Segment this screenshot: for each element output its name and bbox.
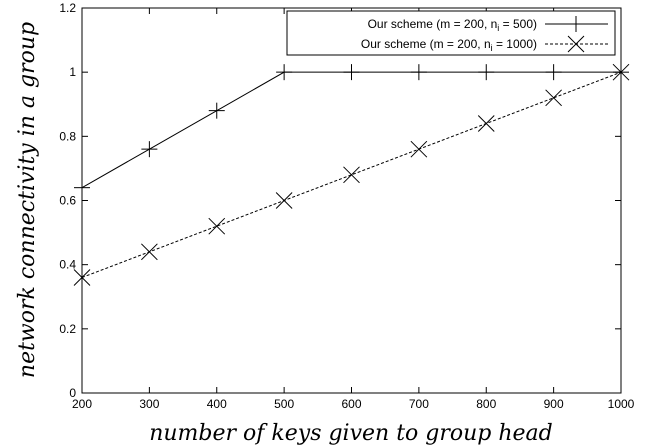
data-point <box>410 64 427 81</box>
data-point <box>612 63 630 81</box>
x-tick-label: 900 <box>544 397 564 411</box>
marker-d2 <box>275 192 293 209</box>
x-tick-label: 700 <box>409 397 429 411</box>
data-point <box>276 64 293 81</box>
x-tick-label: 600 <box>341 397 361 411</box>
legend: Our scheme (m = 200, ni = 500) Our scheme… <box>286 10 616 56</box>
data-point <box>343 166 360 184</box>
legend-marker <box>567 35 585 53</box>
y-tick-label: 0.6 <box>59 194 76 208</box>
legend-label: Our scheme (m = 200, ni = 1000) <box>361 37 537 53</box>
x-tick-label: 500 <box>274 397 294 411</box>
series-line <box>81 71 621 189</box>
series-layer <box>73 63 630 286</box>
marker-d2 <box>208 217 226 235</box>
x-tick-label: 400 <box>207 397 227 411</box>
y-tick-label: 0.4 <box>59 258 76 272</box>
series-2 <box>73 63 630 286</box>
data-point <box>545 64 562 81</box>
x-axis-label: number of keys given to group head <box>149 421 553 446</box>
marker-d2 <box>545 89 562 107</box>
series-1 <box>74 64 629 196</box>
x-tick-label: 300 <box>139 397 159 411</box>
legend-marker <box>568 16 584 32</box>
marker-d2 <box>567 35 585 53</box>
y-tick-label: 0.2 <box>59 322 76 336</box>
legend-box <box>286 10 616 56</box>
axis-ticks: 200 300 400 500 600 700 800 900 1000 0 0.2 0.4 0.6 0.… <box>59 1 634 411</box>
y-tick-label: 1 <box>69 65 76 79</box>
data-point <box>74 179 90 196</box>
y-tick-label: 1.2 <box>59 1 76 15</box>
data-point <box>208 102 225 119</box>
y-axis-label: network connectivity in a group <box>15 22 40 378</box>
marker-d2 <box>477 115 495 132</box>
y-tick-label: 0.8 <box>59 129 76 143</box>
data-point <box>73 269 91 286</box>
x-tick-label: 800 <box>476 397 496 411</box>
legend-label: Our scheme (m = 200, ni = 500) <box>368 17 537 33</box>
marker-d2 <box>343 166 360 184</box>
data-point <box>275 192 293 209</box>
marker-d2 <box>612 63 630 81</box>
data-point <box>343 64 360 81</box>
data-point <box>478 64 495 81</box>
data-point <box>545 89 562 107</box>
data-point <box>208 217 226 235</box>
data-point <box>141 141 158 158</box>
marker-d2 <box>410 140 428 158</box>
series-line <box>81 71 622 278</box>
x-tick-label: 1000 <box>608 397 635 411</box>
data-point <box>141 243 158 261</box>
data-point <box>410 140 428 158</box>
x-tick-label: 200 <box>72 397 92 411</box>
marker-d2 <box>73 269 91 286</box>
marker-d2 <box>141 243 158 261</box>
data-point <box>477 115 495 132</box>
y-tick-label: 0 <box>69 386 76 400</box>
